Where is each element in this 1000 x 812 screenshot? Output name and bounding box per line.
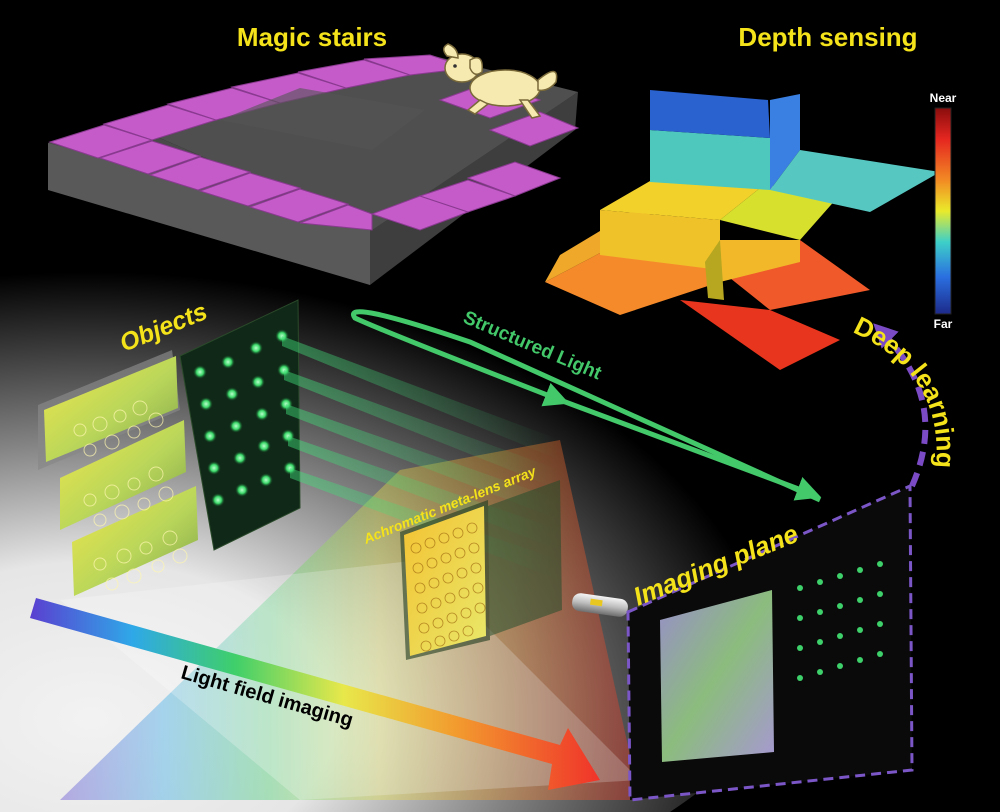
light-field-arrow [30, 598, 600, 790]
title-depth-sensing: Depth sensing [738, 22, 917, 52]
colorbar [934, 107, 952, 315]
title-magic-stairs: Magic stairs [237, 22, 387, 52]
meta-lens-array [400, 480, 562, 660]
colorbar-near-label: Near [930, 91, 957, 105]
colorbar-far-label: Far [934, 317, 953, 331]
structured-light-arrow [351, 309, 822, 503]
imaging-plane-dots [797, 561, 883, 681]
objects-panels [38, 350, 198, 596]
depth-surface [545, 90, 940, 370]
imaging-plane [626, 483, 914, 802]
stairs-side-front [48, 143, 370, 285]
stair-tops [48, 54, 580, 231]
laser-module [572, 593, 628, 617]
dog-illustration [443, 43, 558, 119]
magic-stairs [48, 54, 580, 285]
